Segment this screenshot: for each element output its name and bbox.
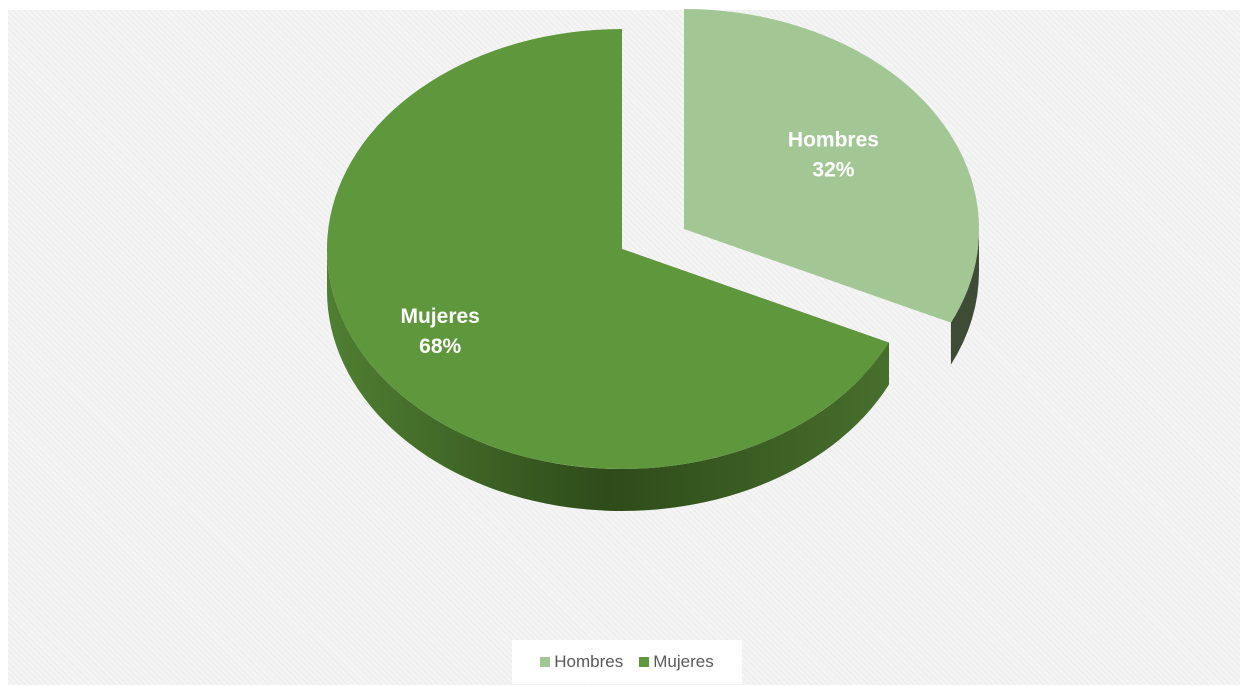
- pie-slice-hombres-top: [684, 9, 980, 323]
- data-label-mujeres-value: 68%: [419, 335, 461, 358]
- legend-label-mujeres: Mujeres: [653, 652, 714, 671]
- legend: Hombres Mujeres: [512, 640, 742, 684]
- data-label-hombres-value: 32%: [812, 158, 854, 181]
- legend-swatch-mujeres: [639, 657, 650, 667]
- pie-slice-mujeres-side: [327, 249, 889, 511]
- pie-slice-mujeres-top: [326, 29, 889, 469]
- pie-slice-mujeres[interactable]: [326, 29, 889, 511]
- legend-item-mujeres[interactable]: Mujeres: [639, 652, 714, 672]
- legend-swatch-hombres: [540, 657, 551, 667]
- legend-item-hombres[interactable]: Hombres: [540, 652, 623, 672]
- data-label-mujeres-category: Mujeres: [400, 305, 479, 328]
- pie-slice-hombres[interactable]: [684, 9, 980, 365]
- legend-label-hombres: Hombres: [554, 652, 624, 671]
- data-label-hombres-category: Hombres: [788, 128, 879, 151]
- pie-slice-hombres-side: [950, 229, 979, 365]
